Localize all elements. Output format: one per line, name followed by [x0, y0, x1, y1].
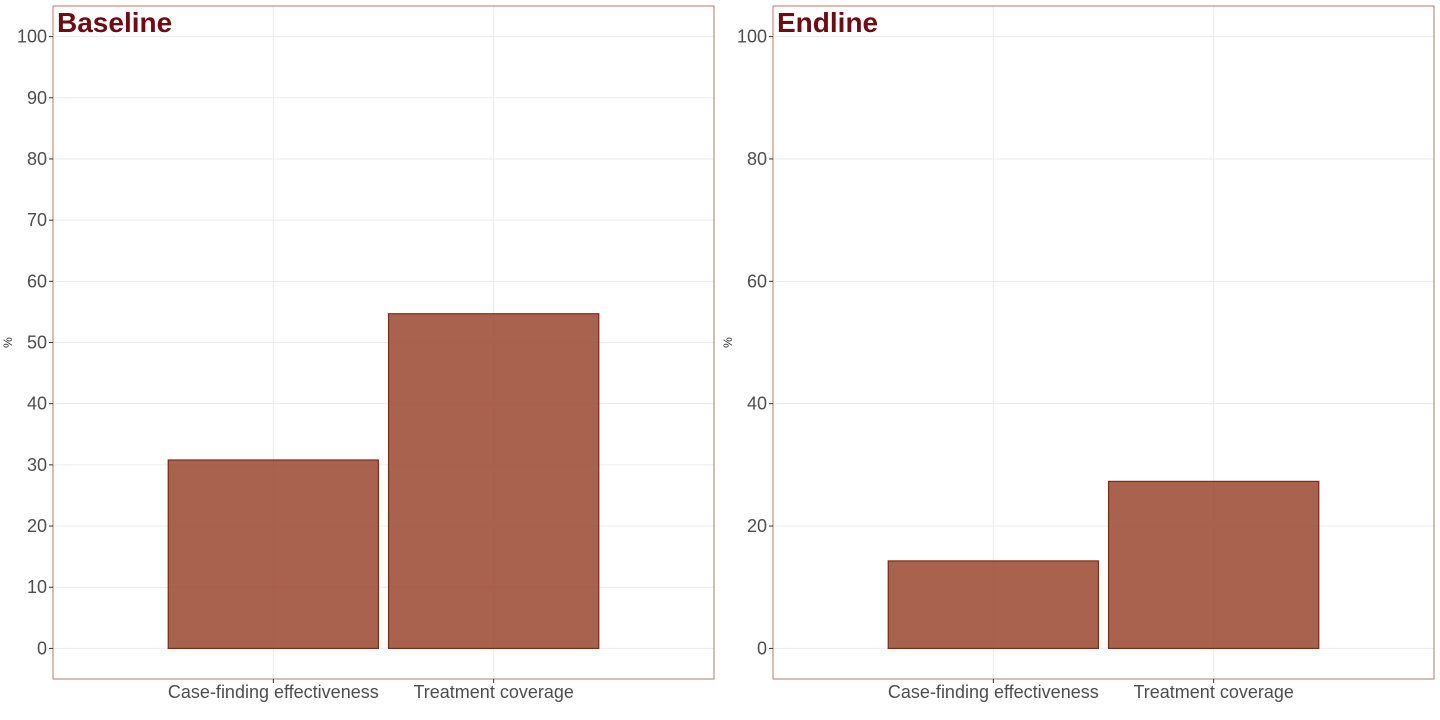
y-tick-label: 10 — [27, 577, 47, 597]
x-tick-label: Treatment coverage — [1133, 682, 1293, 702]
y-tick-label: 60 — [747, 271, 767, 291]
y-tick-label: 80 — [747, 149, 767, 169]
y-tick-label: 90 — [27, 88, 47, 108]
bar-treatment-coverage — [1107, 480, 1320, 650]
x-tick-label: Case-finding effectiveness — [168, 682, 379, 702]
y-tick-label: 70 — [27, 210, 47, 230]
x-tick-label: Case-finding effectiveness — [888, 682, 1099, 702]
y-tick-label: 20 — [747, 516, 767, 536]
panel-border — [772, 5, 1435, 680]
y-tick-label: 40 — [27, 394, 47, 414]
y-axis-label: % — [1, 337, 15, 348]
panel-background — [773, 6, 1434, 679]
y-tick-label: 0 — [757, 638, 767, 658]
y-axis-label: % — [721, 337, 735, 348]
y-tick-label: 20 — [27, 516, 47, 536]
y-tick-label: 100 — [17, 27, 47, 47]
y-tick-label: 30 — [27, 455, 47, 475]
panel-endline: 0 20 40 60 80 100 Case-finding effectiveness Tr… — [721, 5, 1435, 702]
gridlines — [53, 6, 714, 679]
bar-treatment-coverage — [387, 313, 600, 650]
y-tick-label: 60 — [27, 271, 47, 291]
x-tick-label: Treatment coverage — [413, 682, 573, 702]
y-tick-label: 80 — [27, 149, 47, 169]
y-tick-label: 50 — [27, 333, 47, 353]
bar-case-finding-effectiveness — [887, 560, 1100, 650]
bar-case-finding-effectiveness — [167, 459, 380, 650]
y-tick-label: 100 — [737, 27, 767, 47]
panel-title: Baseline — [57, 7, 172, 38]
y-tick-label: 0 — [37, 638, 47, 658]
panel-baseline: 0 10 20 30 40 50 60 70 80 90 100 Case-finding effec… — [1, 5, 715, 702]
y-tick-label: 40 — [747, 394, 767, 414]
panel-title: Endline — [777, 7, 878, 38]
